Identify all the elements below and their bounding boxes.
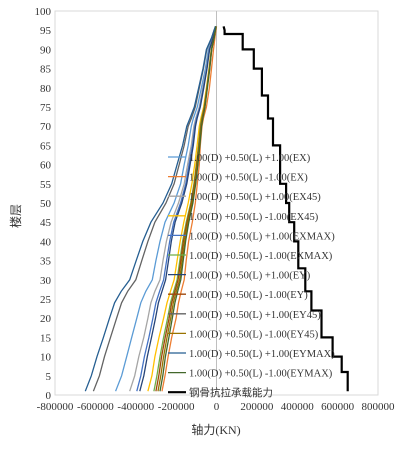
legend-label: 1.00(D) +0.50(L) -1.00(EY) — [189, 290, 308, 301]
x-axis-title: 轴力(KN) — [191, 422, 240, 437]
y-tick-label: 40 — [40, 236, 52, 248]
series-line-12 — [159, 26, 217, 392]
y-tick-label: 100 — [35, 6, 52, 18]
series-line-7 — [139, 26, 217, 392]
axes: -800000 -600000 -400000 -200000 0 200000 40000… — [35, 6, 396, 413]
x-tick-label: 800000 — [362, 401, 396, 413]
y-tick-label: 0 — [46, 390, 52, 402]
y-tick-label: 20 — [40, 313, 52, 325]
legend-label: 1.00(D) +0.50(L) -1.00(EYMAX) — [189, 369, 333, 380]
y-axis-title: 楼层 — [8, 204, 23, 228]
x-tick-label: 200000 — [240, 401, 274, 413]
y-tick-label: 80 — [40, 83, 52, 95]
x-tick-label: -800000 — [37, 401, 74, 413]
legend-label: 1.00(D) +0.50(L) +1.00(EX45) — [189, 192, 321, 203]
y-tick-label: 55 — [40, 179, 52, 191]
legend-label: 1.00(D) +0.50(L) +1.00(EX) — [189, 153, 311, 164]
legend-label: 1.00(D) +0.50(L) +1.00(EXMAX) — [189, 231, 335, 242]
legend-label: 1.00(D) +0.50(L) -1.00(EX) — [189, 173, 308, 184]
legend-label: 1.00(D) +0.50(L) -1.00(EY45) — [189, 329, 319, 340]
series-lines — [84, 26, 349, 392]
y-tick-label: 5 — [46, 371, 52, 383]
y-tick-label: 85 — [40, 64, 52, 76]
y-tick-label: 70 — [40, 121, 52, 133]
series-line-13 — [222, 26, 349, 392]
legend-label: 1.00(D) +0.50(L) +1.00(EYMAX) — [189, 349, 335, 360]
y-tick-label: 45 — [40, 217, 52, 229]
x-tick-label: 0 — [214, 401, 220, 413]
legend-label: 钢骨抗拉承载能力 — [189, 386, 273, 399]
x-tick-label: 600000 — [321, 401, 355, 413]
y-tick-label: 30 — [40, 275, 52, 287]
x-tick-label: -200000 — [158, 401, 195, 413]
x-tick-label: -600000 — [77, 401, 114, 413]
y-tick-label: 90 — [40, 44, 52, 56]
y-tick-label: 75 — [40, 102, 52, 114]
series-line-2 — [161, 26, 218, 392]
legend-label: 1.00(D) +0.50(L) -1.00(EX45) — [189, 212, 319, 223]
y-tick-label: 15 — [40, 332, 52, 344]
y-tick-label: 95 — [40, 25, 52, 37]
y-tick-label: 35 — [40, 256, 52, 268]
legend: 1.00(D) +0.50(L) +1.00(EX) 1.00(D) +0.50(… — [168, 153, 335, 399]
legend-label: 1.00(D) +0.50(L) -1.00(EXMAX) — [189, 251, 333, 262]
y-tick-label: 60 — [40, 160, 52, 172]
legend-label: 1.00(D) +0.50(L) +1.00(EY) — [189, 271, 311, 282]
x-tick-label: -400000 — [117, 401, 154, 413]
x-tick-label: 400000 — [281, 401, 315, 413]
y-tick-label: 10 — [40, 352, 52, 364]
legend-label: 1.00(D) +0.50(L) +1.00(EY45) — [189, 310, 321, 321]
y-tick-label: 50 — [40, 198, 52, 210]
series-line-1 — [114, 26, 217, 392]
y-tick-label: 65 — [40, 140, 52, 152]
y-tick-label: 25 — [40, 294, 52, 306]
series-line-11 — [84, 26, 217, 392]
